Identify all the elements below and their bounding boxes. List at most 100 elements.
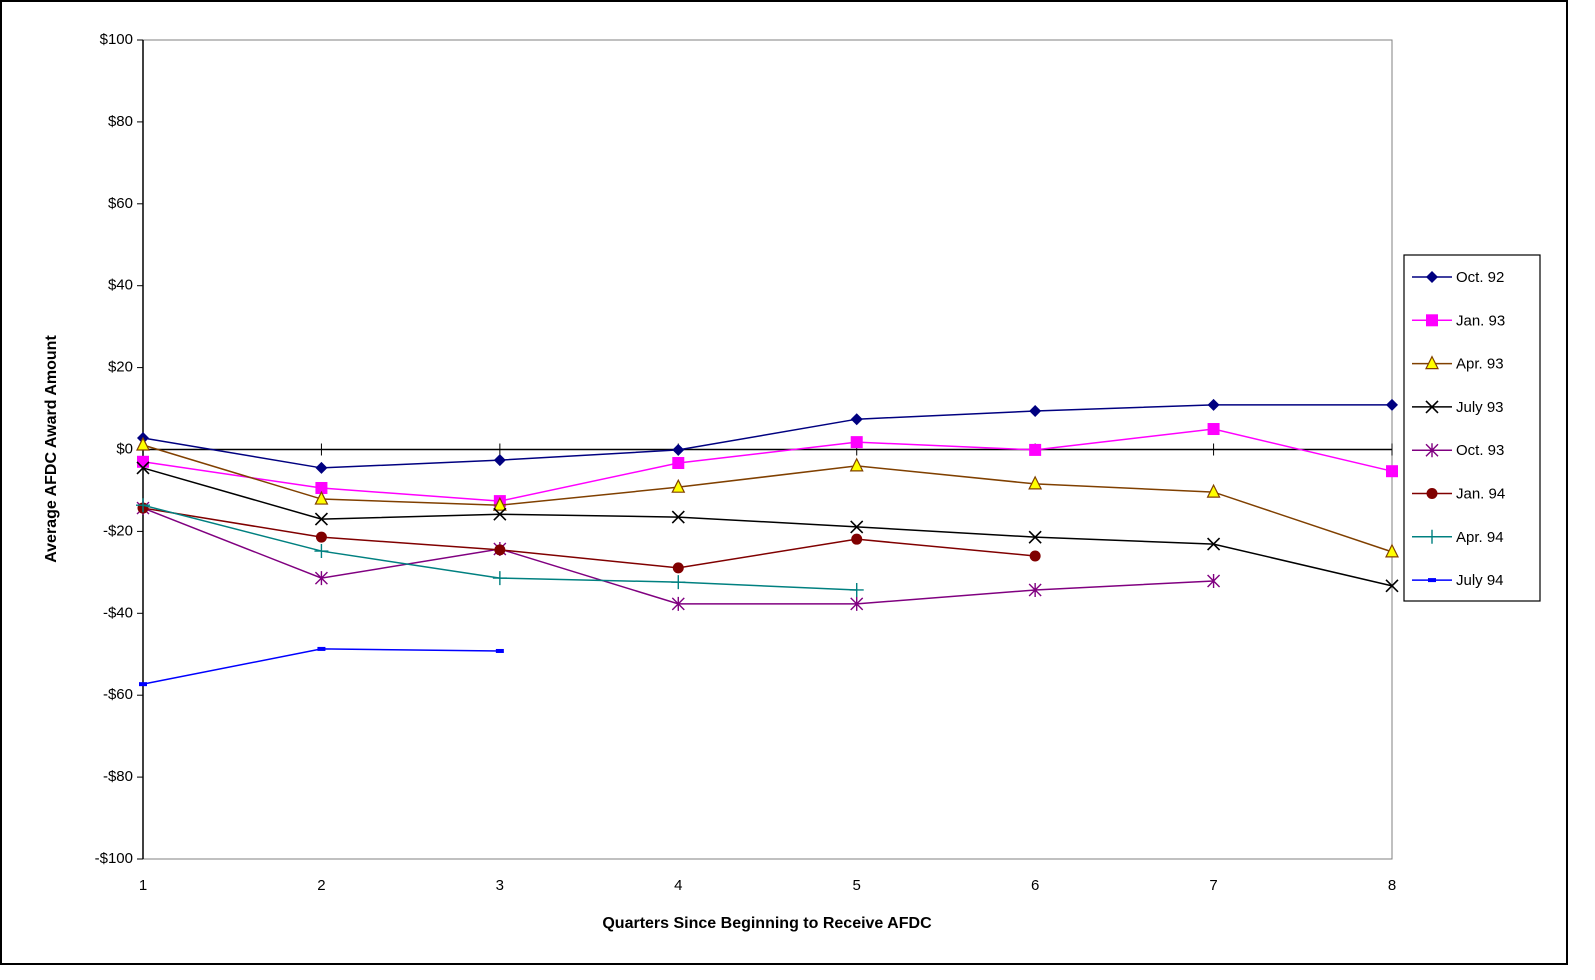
series-line bbox=[142, 404, 1392, 469]
data-point-part bbox=[136, 436, 150, 451]
data-point bbox=[1028, 475, 1043, 490]
data-point-part bbox=[672, 443, 685, 456]
data-point bbox=[671, 510, 685, 524]
data-point-part bbox=[671, 510, 685, 524]
y-tick-label: -$20 bbox=[103, 522, 133, 539]
legend-marker bbox=[1425, 355, 1439, 370]
data-point-part bbox=[1028, 582, 1042, 597]
data-point-part bbox=[314, 571, 328, 586]
data-point bbox=[1028, 530, 1042, 544]
data-point bbox=[314, 490, 329, 505]
data-point bbox=[314, 512, 328, 526]
data-point bbox=[1207, 423, 1220, 436]
data-point-part bbox=[1028, 530, 1042, 544]
data-point bbox=[1385, 579, 1399, 593]
y-tick-label: $60 bbox=[108, 195, 133, 212]
legend-marker-part bbox=[1428, 578, 1436, 583]
data-point bbox=[671, 478, 686, 493]
legend-marker-part bbox=[1426, 314, 1438, 327]
y-tick-label: -$40 bbox=[103, 604, 133, 621]
data-point bbox=[1207, 398, 1220, 411]
data-point bbox=[672, 457, 685, 470]
y-tick-label: $80 bbox=[108, 113, 133, 130]
data-point bbox=[672, 443, 685, 456]
data-point bbox=[850, 596, 864, 611]
legend-marker bbox=[1425, 529, 1439, 544]
legend-marker-part bbox=[1426, 271, 1438, 283]
y-axis-title: Average AFDC Award Amount bbox=[43, 335, 60, 563]
legend-label: Jan. 94 bbox=[1456, 485, 1505, 502]
data-point-part bbox=[1385, 579, 1399, 593]
data-point-part bbox=[1028, 475, 1043, 490]
data-point bbox=[850, 436, 863, 449]
x-axis-title: Quarters Since Beginning to Receive AFDC bbox=[602, 915, 932, 932]
legend-label: Apr. 93 bbox=[1456, 356, 1504, 373]
legend-marker-part bbox=[1426, 488, 1438, 499]
data-point-part bbox=[851, 533, 863, 545]
data-point bbox=[849, 457, 864, 472]
data-point bbox=[315, 481, 328, 494]
data-point-part bbox=[136, 461, 150, 475]
data-point-part bbox=[1029, 443, 1042, 456]
data-point bbox=[1029, 550, 1041, 562]
data-point bbox=[315, 531, 327, 543]
data-point-part bbox=[139, 682, 147, 687]
data-point-part bbox=[494, 544, 506, 556]
data-point bbox=[1028, 582, 1042, 597]
legend-label: Oct. 92 bbox=[1456, 269, 1504, 286]
data-point bbox=[136, 436, 150, 451]
data-point-part bbox=[493, 507, 507, 521]
data-point bbox=[1029, 443, 1042, 456]
data-point bbox=[314, 571, 328, 586]
data-point-part bbox=[315, 481, 328, 494]
data-point-part bbox=[850, 520, 864, 534]
legend-marker bbox=[1428, 578, 1436, 583]
x-tick-label: 8 bbox=[1388, 877, 1396, 894]
series-line bbox=[142, 444, 1393, 553]
data-point bbox=[1206, 483, 1221, 498]
data-point bbox=[671, 575, 686, 590]
series-line bbox=[142, 467, 1393, 587]
data-point bbox=[1385, 543, 1399, 558]
data-point bbox=[1207, 537, 1221, 551]
data-point-part bbox=[672, 562, 684, 574]
legend-marker bbox=[1425, 443, 1439, 458]
data-point-part bbox=[671, 575, 686, 590]
data-point bbox=[494, 544, 506, 556]
legend-label: Jan. 93 bbox=[1456, 312, 1505, 329]
y-tick-label: $40 bbox=[108, 277, 133, 294]
series-line bbox=[142, 507, 1036, 569]
data-point-part bbox=[1206, 483, 1221, 498]
data-point-part bbox=[1207, 573, 1221, 588]
legend-marker-part bbox=[1425, 529, 1439, 544]
data-point bbox=[137, 455, 149, 468]
data-point bbox=[1386, 398, 1398, 411]
data-point bbox=[850, 413, 863, 426]
data-point bbox=[139, 682, 147, 687]
data-point-part bbox=[1386, 398, 1398, 411]
legend-marker-part bbox=[1425, 355, 1439, 370]
data-point-part bbox=[671, 478, 686, 493]
data-point-part bbox=[1207, 423, 1220, 436]
legend-label: Oct. 93 bbox=[1456, 442, 1504, 459]
x-tick-label: 5 bbox=[853, 877, 861, 894]
data-point bbox=[315, 461, 328, 474]
data-point-part bbox=[1029, 550, 1041, 562]
data-point-part bbox=[317, 646, 326, 651]
legend-marker bbox=[1426, 488, 1438, 499]
data-point-part bbox=[315, 461, 328, 474]
legend-marker-part bbox=[1425, 443, 1439, 458]
data-point-part bbox=[1029, 405, 1042, 418]
data-point-part bbox=[850, 596, 864, 611]
data-point bbox=[492, 571, 507, 586]
data-point bbox=[850, 520, 864, 534]
data-point-part bbox=[1207, 398, 1220, 411]
data-point bbox=[493, 507, 507, 521]
data-point bbox=[314, 544, 329, 559]
data-point bbox=[136, 498, 150, 513]
data-point-part bbox=[850, 436, 863, 449]
series-line bbox=[142, 428, 1393, 502]
legend-label: Apr. 94 bbox=[1456, 529, 1504, 546]
